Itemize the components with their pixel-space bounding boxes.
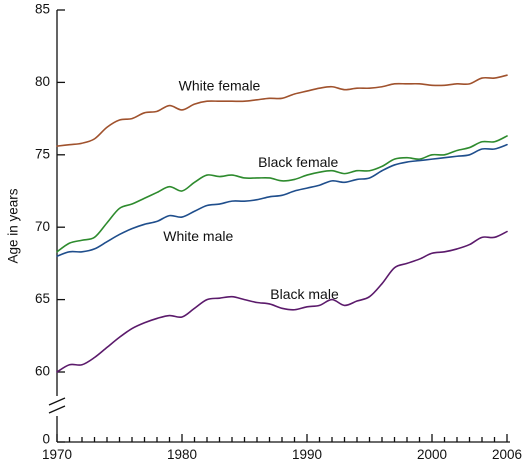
series-line-white-female (56, 74, 508, 147)
series-line-black-female (56, 135, 508, 253)
series-label-white-female: White female (179, 77, 261, 93)
series-label-black-female: Black female (258, 154, 338, 170)
y-tick-label: 85 (35, 2, 50, 17)
series-line-white-male (56, 143, 508, 257)
y-tick-label: 70 (35, 219, 50, 234)
x-ticks: 1970 1980 1990 2000 2006 (42, 434, 522, 462)
x-tick-label: 2000 (417, 447, 447, 462)
y-tick-label: 75 (35, 146, 50, 161)
x-tick-label: 1990 (292, 447, 322, 462)
y-ticks: 60 65 70 75 80 85 0 (35, 2, 65, 447)
y-tick-label: 65 (35, 291, 50, 306)
series-lines (56, 74, 508, 373)
x-tick-label: 1970 (42, 447, 72, 462)
y-axis-title: Age in years (6, 188, 21, 263)
y-tick-label: 60 (35, 364, 50, 379)
series-line-black-male (56, 230, 508, 373)
axis-break-mark-top (48, 397, 66, 406)
axis-break-mark-bottom (48, 405, 66, 414)
series-labels: White female Black female White male Black … (163, 77, 339, 302)
x-tick-label: 1980 (167, 447, 197, 462)
y-tick-label-zero: 0 (42, 432, 50, 447)
x-tick-label: 2006 (492, 447, 522, 462)
y-tick-label: 80 (35, 74, 50, 89)
series-label-black-male: Black male (270, 286, 339, 302)
series-label-white-male: White male (163, 228, 233, 244)
